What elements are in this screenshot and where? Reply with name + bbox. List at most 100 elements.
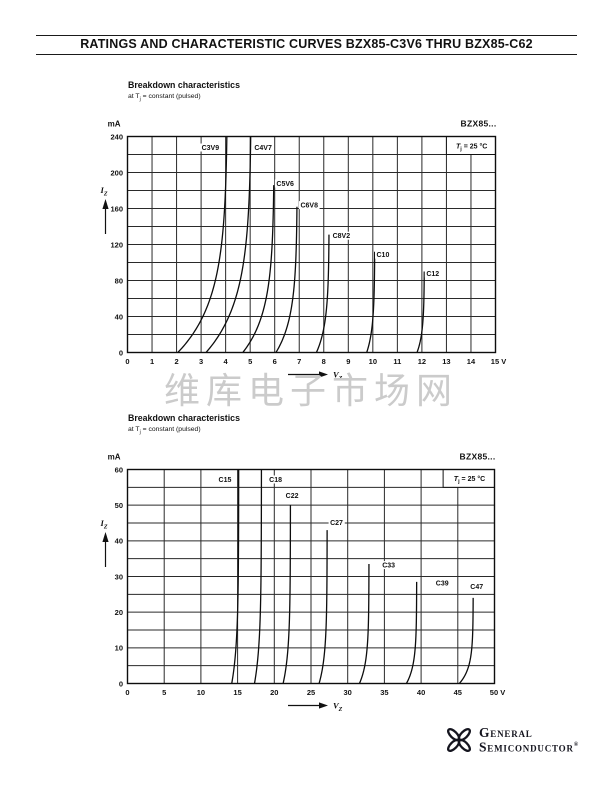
y-axis-arrowhead: [102, 199, 109, 209]
plot-border: [126, 135, 497, 354]
series-label-bg: [468, 582, 485, 591]
series-label-bg: [274, 179, 296, 188]
series-label-bg: [252, 143, 274, 152]
x-tick-label: 2: [174, 357, 178, 366]
series-label-C5V6: C5V6: [276, 181, 294, 188]
brand-name-line1: General: [479, 724, 533, 740]
series-label-bg: [217, 475, 234, 484]
condition-label: Tj = 25 °C: [456, 142, 487, 152]
brand-name-line2: Semiconductor®: [479, 739, 579, 755]
y-tick-label: 60: [115, 465, 123, 474]
x-tick-label: 40: [417, 688, 425, 697]
series-curve-C3V9: [177, 136, 228, 353]
chart1-subtitle: at Tj = constant (pulsed): [128, 93, 240, 102]
series-curve-C10: [366, 251, 376, 353]
x-tick-label: 5: [162, 688, 166, 697]
x-tick-label: 12: [418, 357, 426, 366]
series-label-bg: [380, 561, 397, 570]
series-label-C33: C33: [382, 563, 395, 570]
y-tick-label: 120: [110, 240, 123, 249]
page-title: RATINGS AND CHARACTERISTIC CURVES BZX85-…: [80, 37, 533, 51]
subtitle-text: at T: [128, 426, 140, 433]
x-axis-symbol: VZ: [333, 701, 343, 714]
y-unit-label: mA: [108, 120, 121, 129]
y-tick-label: 160: [110, 204, 123, 213]
header-rule-top: [36, 35, 577, 36]
subtitle-text: = constant (pulsed): [140, 93, 201, 100]
y-tick-label: 40: [115, 537, 123, 546]
brand-name: General Semiconductor®: [479, 724, 579, 755]
x-tick-label: 9: [346, 357, 350, 366]
registered-mark: ®: [573, 741, 579, 748]
watermark: 维库电子市场网: [164, 371, 459, 412]
series-curve-C22: [282, 505, 292, 684]
y-tick-label: 50: [115, 501, 123, 510]
part-family-label: BZX85...: [461, 119, 497, 129]
y-axis-symbol: IZ: [100, 518, 108, 531]
x-tick-label: 15: [233, 688, 241, 697]
y-unit-label: mA: [108, 453, 121, 462]
series-curve-C5V6: [242, 185, 275, 353]
series-label-bg: [424, 269, 442, 278]
x-tick-label: 30: [344, 688, 352, 697]
series-label-bg: [328, 518, 345, 527]
x-tick-label: 14: [467, 357, 476, 366]
x-tick-label: 0: [125, 357, 129, 366]
series-label-bg: [298, 201, 320, 210]
y-tick-label: 0: [119, 348, 123, 357]
chart2-title: Breakdown characteristics: [128, 413, 240, 423]
y-tick-label: 30: [115, 572, 123, 581]
x-tick-label: 6: [273, 357, 277, 366]
series-label-bg: [267, 475, 284, 484]
x-tick-label: 4: [224, 357, 229, 366]
x-tick-label: 1: [150, 357, 154, 366]
y-tick-label: 240: [110, 132, 123, 141]
brand-footer: General Semiconductor®: [443, 724, 578, 756]
series-label-C15: C15: [219, 477, 232, 484]
series-curve-C4V7: [205, 136, 252, 353]
series-curve-C27: [318, 530, 328, 684]
chart1-heading: Breakdown characteristics at Tj = consta…: [128, 80, 240, 102]
chart2-subtitle: at Tj = constant (pulsed): [128, 426, 240, 435]
series-label-C18: C18: [269, 477, 282, 484]
x-tick-label: 13: [442, 357, 450, 366]
breakdown-chart-lower: Tj = 25 °C C15 C18 C22 C27 C33 C39 C47 0 5 10 15 20 2…: [100, 452, 506, 714]
x-tick-label: 10: [369, 357, 377, 366]
series-label-C27: C27: [330, 520, 343, 527]
y-tick-label: 40: [115, 312, 123, 321]
y-axis-arrowhead: [102, 532, 109, 542]
x-tick-label: 10: [197, 688, 205, 697]
header-rule-bottom: [36, 54, 577, 55]
y-axis-symbol: IZ: [100, 185, 108, 198]
series-label-bg: [434, 578, 451, 587]
series-label-C12: C12: [426, 271, 439, 278]
series-curve-C33: [358, 564, 370, 684]
subtitle-text: at T: [128, 93, 140, 100]
x-tick-label: 5: [248, 357, 252, 366]
plot-border: [126, 468, 496, 685]
chart2-heading: Breakdown characteristics at Tj = consta…: [128, 413, 240, 435]
subtitle-text: = constant (pulsed): [140, 426, 201, 433]
x-axis-arrowhead: [319, 371, 328, 378]
y-tick-label: 0: [119, 679, 123, 688]
series-label-bg: [331, 231, 352, 240]
subtitle-subscript: j: [139, 96, 141, 103]
series-curve-C12: [416, 271, 425, 353]
series-curve-C39: [405, 581, 418, 684]
x-tick-label: 8: [322, 357, 326, 366]
series-label-C4V7: C4V7: [254, 145, 272, 152]
general-semiconductor-logo-icon: [446, 727, 472, 753]
y-tick-label: 10: [115, 644, 123, 653]
part-family-label: BZX85...: [460, 452, 496, 462]
series-curve-C8V2: [315, 234, 330, 353]
x-tick-label: 50 V: [490, 688, 505, 697]
series-curve-C15: [231, 469, 240, 684]
series-label-bg: [200, 143, 221, 152]
series-label-bg: [284, 491, 301, 500]
series-label-C8V2: C8V2: [333, 233, 351, 240]
x-tick-label: 35: [380, 688, 388, 697]
x-tick-label: 45: [454, 688, 462, 697]
x-tick-label: 7: [297, 357, 301, 366]
x-axis-arrowhead: [319, 702, 328, 709]
